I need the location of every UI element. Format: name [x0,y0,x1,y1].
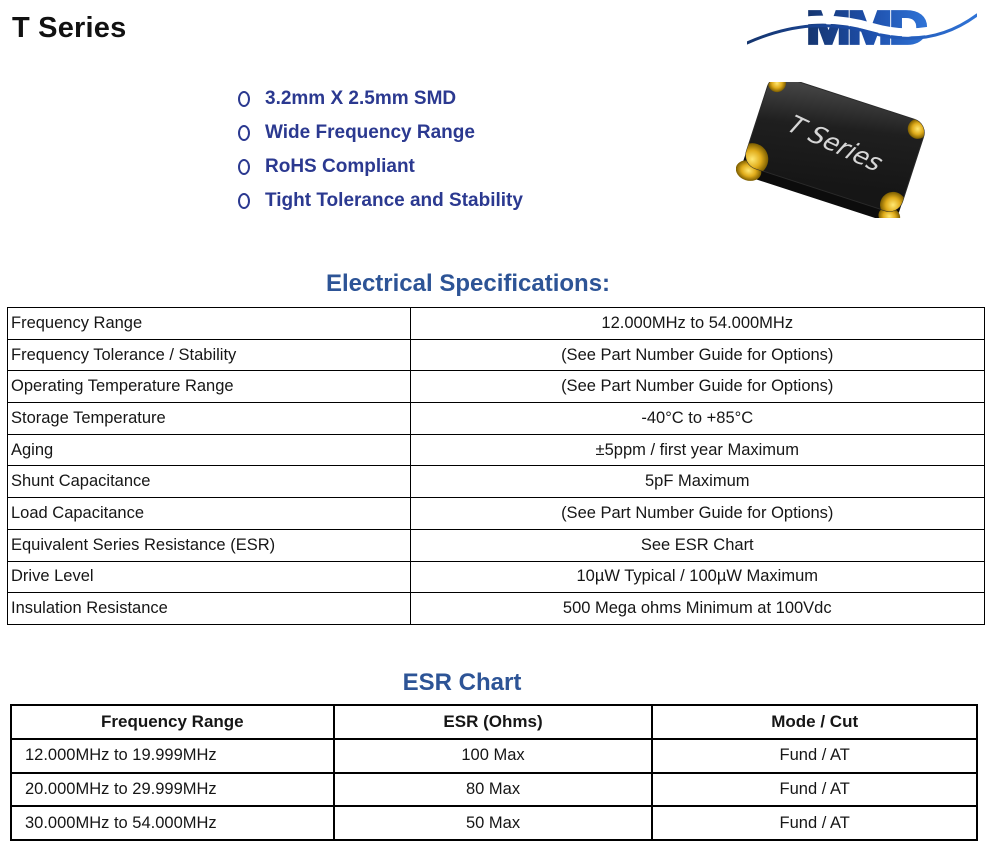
spec-row: Drive Level 10µW Typical / 100µW Maximum [7,560,986,594]
esr-mode-cut: Fund / AT [651,771,978,808]
spec-label: Load Capacitance [7,497,411,530]
spec-label: Insulation Resistance [7,592,411,625]
spec-value: 10µW Typical / 100µW Maximum [409,560,986,594]
spec-row: Storage Temperature -40°C to +85°C [7,402,986,435]
esr-frequency-range: 20.000MHz to 29.999MHz [10,771,335,808]
esr-mode-cut: Fund / AT [651,805,978,842]
spec-label: Aging [7,433,411,467]
esr-frequency-range: 30.000MHz to 54.000MHz [10,805,335,842]
spec-row: Shunt Capacitance 5pF Maximum [7,465,986,499]
spec-label: Operating Temperature Range [7,370,411,404]
bullet-circle-icon [238,125,250,141]
bullet-circle-icon [238,91,250,107]
feature-item: RoHS Compliant [238,150,523,184]
esr-header-row: Frequency Range ESR (Ohms) Mode / Cut [10,704,978,740]
spec-row: Aging ±5ppm / first year Maximum [7,433,986,467]
spec-row: Frequency Tolerance / Stability (See Par… [7,338,986,372]
esr-header-mode-cut: Mode / Cut [651,704,978,740]
feature-list: 3.2mm X 2.5mm SMD Wide Frequency Range R… [238,82,523,218]
spec-value: -40°C to +85°C [409,402,986,435]
esr-chart-heading: ESR Chart [402,669,522,696]
esr-value: 100 Max [332,737,654,774]
spec-label: Frequency Range [7,307,411,340]
spec-row: Operating Temperature Range (See Part Nu… [7,370,986,404]
esr-frequency-range: 12.000MHz to 19.999MHz [10,737,335,774]
spec-value: 12.000MHz to 54.000MHz [409,307,986,340]
electrical-specs-table: Frequency Range 12.000MHz to 54.000MHz F… [7,307,986,625]
spec-value: 500 Mega ohms Minimum at 100Vdc [409,592,986,625]
spec-row: Insulation Resistance 500 Mega ohms Mini… [7,592,986,625]
spec-label: Shunt Capacitance [7,465,411,499]
spec-value: ±5ppm / first year Maximum [409,433,986,467]
feature-label: 3.2mm X 2.5mm SMD [265,88,457,109]
electrical-specs-heading: Electrical Specifications: [325,270,611,297]
bullet-circle-icon [238,159,250,175]
feature-item: 3.2mm X 2.5mm SMD [238,82,523,116]
esr-value: 80 Max [332,771,654,808]
feature-item: Tight Tolerance and Stability [238,184,523,218]
spec-row: Load Capacitance (See Part Number Guide … [7,497,986,530]
esr-row: 30.000MHz to 54.000MHz 50 Max Fund / AT [10,805,978,842]
esr-chart-table: Frequency Range ESR (Ohms) Mode / Cut 12… [10,704,978,842]
esr-row: 20.000MHz to 29.999MHz 80 Max Fund / AT [10,771,978,808]
spec-row: Equivalent Series Resistance (ESR) See E… [7,528,986,562]
esr-header-frequency-range: Frequency Range [10,704,335,740]
spec-label: Storage Temperature [7,402,411,435]
feature-label: Tight Tolerance and Stability [265,190,523,211]
spec-label: Equivalent Series Resistance (ESR) [7,528,411,562]
feature-label: RoHS Compliant [265,156,415,177]
spec-value: (See Part Number Guide for Options) [409,497,986,530]
spec-row: Frequency Range 12.000MHz to 54.000MHz [7,307,986,340]
esr-row: 12.000MHz to 19.999MHz 100 Max Fund / AT [10,737,978,774]
esr-mode-cut: Fund / AT [651,737,978,774]
spec-label: Drive Level [7,560,411,594]
spec-label: Frequency Tolerance / Stability [7,338,411,372]
spec-value: 5pF Maximum [409,465,986,499]
esr-header-esr-ohms: ESR (Ohms) [332,704,654,740]
feature-item: Wide Frequency Range [238,116,523,150]
page-title: T Series [12,12,127,44]
feature-label: Wide Frequency Range [265,122,475,143]
spec-value: See ESR Chart [409,528,986,562]
esr-value: 50 Max [332,805,654,842]
spec-value: (See Part Number Guide for Options) [409,370,986,404]
product-photo: T Series [736,82,928,218]
spec-value: (See Part Number Guide for Options) [409,338,986,372]
bullet-circle-icon [238,193,250,209]
mmd-logo-icon: MMD [747,3,977,53]
